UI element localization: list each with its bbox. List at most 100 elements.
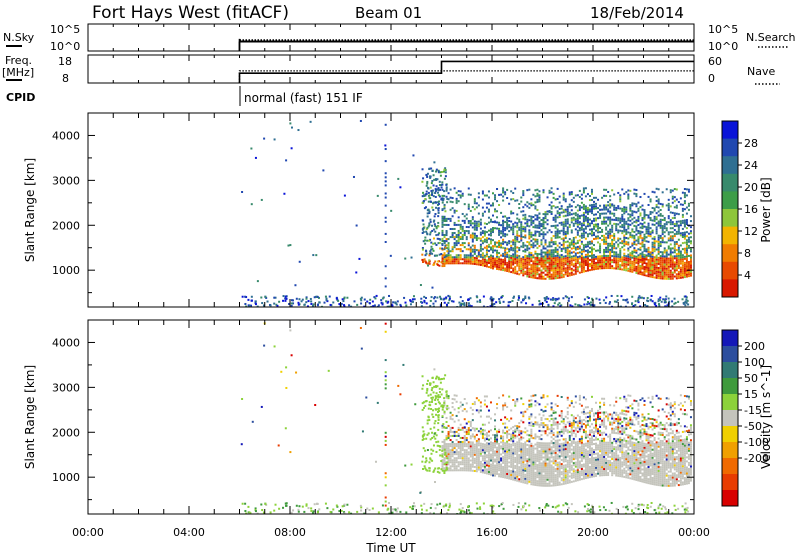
scatter-cell (447, 217, 450, 220)
scatter-cell (528, 438, 531, 441)
scatter-cell (445, 189, 448, 192)
scatter-cell (560, 211, 563, 214)
scatter-cell (667, 204, 670, 207)
scatter-cell (510, 465, 513, 468)
scatter-cell (625, 259, 628, 262)
scatter-cell (475, 462, 478, 465)
scatter-cell (665, 273, 668, 276)
scatter-cell (574, 262, 577, 265)
scatter-cell (545, 300, 548, 303)
scatter-cell (522, 256, 525, 259)
scatter-cell (544, 259, 547, 262)
scatter-cell (490, 299, 493, 302)
scatter-cell (540, 472, 543, 475)
scatter-cell (576, 209, 579, 212)
colorbar-tick-label: 12 (744, 225, 758, 238)
scatter-cell (665, 263, 668, 266)
scatter-cell (617, 257, 620, 260)
scatter-cell (574, 254, 577, 257)
scatter-cell (685, 251, 688, 254)
scatter-cell (554, 226, 557, 229)
scatter-cell (473, 198, 476, 201)
scatter-cell (522, 461, 525, 464)
scatter-cell (426, 209, 429, 212)
scatter-cell (430, 296, 433, 299)
scatter-cell (586, 261, 589, 264)
scatter-cell (550, 231, 553, 234)
scatter-cell (500, 236, 503, 239)
freq-series-Nave (238, 70, 694, 83)
scatter-cell (526, 267, 529, 270)
scatter-cell (502, 228, 505, 231)
scatter-cell (451, 414, 454, 417)
scatter-cell (671, 235, 674, 238)
scatter-cell (588, 199, 591, 202)
scatter-cell (554, 214, 557, 217)
scatter-cell (542, 476, 545, 479)
scatter-cell (514, 241, 517, 244)
scatter-cell (463, 434, 466, 437)
scatter-cell (554, 206, 557, 209)
scatter-cell (516, 264, 519, 267)
scatter-cell (441, 461, 444, 464)
scatter-cell (552, 466, 555, 469)
scatter-cell (675, 269, 678, 272)
scatter-cell (610, 294, 613, 297)
scatter-cell (603, 188, 606, 191)
scatter-cell (635, 243, 638, 246)
scatter-cell (471, 449, 474, 452)
scatter-cell (477, 462, 480, 465)
scatter-cell (631, 202, 634, 205)
scatter-cell (498, 451, 501, 454)
scatter-cell (657, 244, 660, 247)
scatter-cell (436, 254, 439, 257)
scatter-cell (507, 301, 510, 304)
scatter-cell (487, 434, 490, 437)
scatter-cell (595, 237, 598, 240)
scatter-cell (607, 244, 610, 247)
scatter-cell (643, 247, 646, 250)
scatter-cell (673, 206, 676, 209)
scatter-cell (502, 472, 505, 475)
scatter-cell (444, 169, 447, 172)
scatter-cell (502, 267, 505, 270)
scatter-cell (473, 457, 476, 460)
scatter-cell (321, 305, 324, 307)
scatter-cell (516, 475, 519, 478)
scatter-cell (522, 246, 525, 249)
scatter-cell (540, 239, 543, 242)
scatter-cell (475, 263, 478, 266)
scatter-cell (244, 302, 247, 305)
scatter-cell (475, 206, 478, 209)
scatter-cell (603, 220, 606, 223)
scatter-cell (590, 188, 593, 191)
scatter-cell (483, 210, 486, 213)
scatter-cell (453, 238, 456, 241)
scatter-cell (637, 264, 640, 267)
scatter-cell (455, 443, 458, 446)
scatter-cell (556, 276, 559, 279)
scatter-cell (558, 272, 561, 275)
scatter-cell (590, 240, 593, 243)
scatter-cell (534, 266, 537, 269)
scatter-cell (683, 235, 686, 238)
scatter-cell (467, 203, 470, 206)
scatter-cell (443, 241, 446, 244)
scatter-cell (524, 449, 527, 452)
scatter-cell (564, 267, 567, 270)
scatter-cell (669, 235, 672, 238)
scatter-cell (455, 191, 458, 194)
scatter-cell (673, 245, 676, 248)
scatter-cell (492, 442, 494, 445)
scatter-cell (683, 192, 686, 195)
scatter-cell (376, 194, 379, 197)
scatter-cell (550, 212, 553, 215)
scatter-cell (528, 472, 531, 475)
colorbar-tick-label: 8 (744, 247, 751, 260)
scatter-cell (593, 258, 595, 261)
scatter-cell (504, 229, 507, 232)
scatter-cell (389, 254, 392, 257)
scatter-cell (449, 434, 452, 437)
scatter-cell (530, 415, 533, 418)
scatter-cell (520, 231, 523, 234)
